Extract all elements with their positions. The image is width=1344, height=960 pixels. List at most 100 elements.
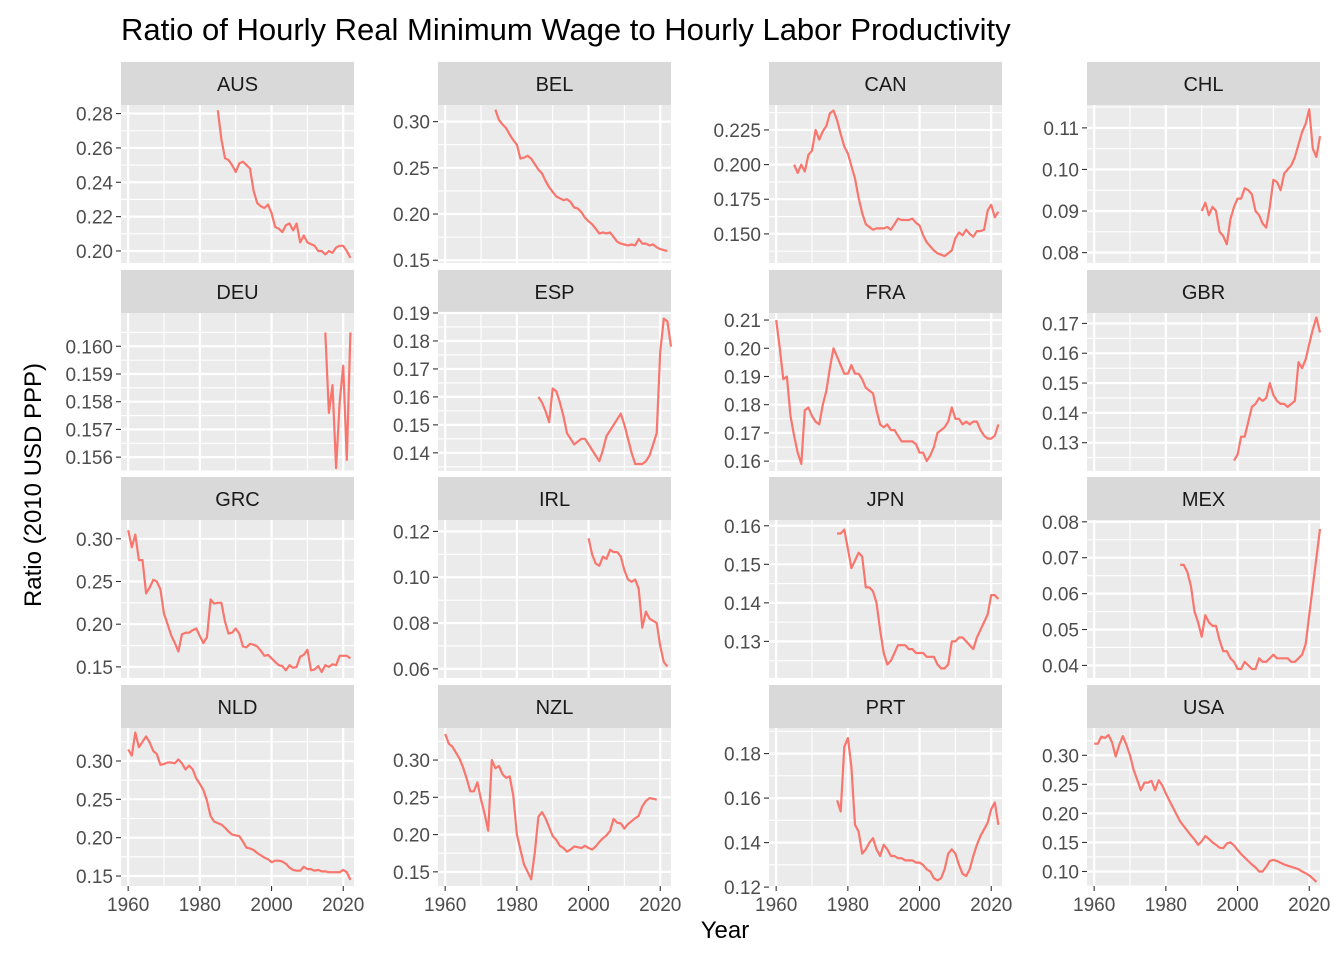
- y-tick-label: 0.08: [393, 614, 430, 635]
- y-tick-label: 0.16: [724, 517, 761, 538]
- x-tick-label: 1960: [755, 895, 797, 916]
- series-line-irl: [587, 538, 669, 668]
- panel-deu: DEU 0.156 0.157 0.158 0.159 0.160: [65, 270, 354, 472]
- y-tick-label: 0.28: [76, 105, 113, 126]
- y-tick-label: 0.200: [713, 156, 761, 177]
- series-line-gbr: [1233, 316, 1322, 462]
- series-line-fra: [775, 319, 1000, 465]
- series-line-nld: [127, 731, 352, 881]
- panel-bel: BEL 0.15 0.20 0.25 0.30: [393, 62, 671, 272]
- panel-nzl: NZL 0.15 0.20 0.25 0.30 1960 1980 2000 2020: [393, 685, 681, 916]
- y-tick-label: 0.12: [724, 878, 761, 899]
- panel-irl: IRL 0.06 0.08 0.10 0.12: [393, 477, 671, 681]
- panel-esp: ESP 0.14 0.15 0.16 0.17 0.18 0.19: [393, 270, 673, 471]
- y-tick-label: 0.08: [1042, 513, 1079, 534]
- facet-strip: [1087, 685, 1320, 728]
- panel-background: [769, 313, 1002, 471]
- series-line-can: [793, 109, 1000, 258]
- y-tick-label: 0.16: [393, 388, 430, 409]
- y-tick-label: 0.175: [713, 190, 761, 211]
- panel-background: [121, 520, 354, 678]
- x-tick-label: 2000: [250, 895, 292, 916]
- facet-strip: [121, 685, 354, 728]
- x-tick-label: 2000: [898, 895, 940, 916]
- panel-background: [1087, 728, 1320, 886]
- facet-label: CHL: [1183, 74, 1223, 96]
- facet-strip: [438, 62, 671, 105]
- x-tick-label: 1960: [107, 895, 149, 916]
- y-tick-label: 0.11: [1043, 119, 1079, 140]
- y-tick-label: 0.15: [393, 416, 430, 437]
- facet-label: DEU: [216, 282, 258, 304]
- facet-strip: [121, 270, 354, 313]
- y-tick-label: 0.30: [393, 751, 430, 772]
- y-tick-label: 0.16: [724, 452, 761, 473]
- panel-background: [769, 105, 1002, 263]
- y-tick-label: 0.19: [393, 304, 430, 325]
- y-tick-label: 0.20: [393, 205, 430, 226]
- y-tick-label: 0.30: [1042, 746, 1079, 767]
- y-tick-label: 0.16: [1042, 344, 1079, 365]
- y-tick-label: 0.20: [76, 615, 113, 636]
- facet-label: PRT: [866, 697, 906, 719]
- y-tick-label: 0.25: [76, 572, 113, 593]
- y-tick-label: 0.17: [1042, 314, 1079, 335]
- y-tick-label: 0.157: [65, 420, 113, 441]
- y-tick-label: 0.24: [76, 173, 113, 194]
- facet-label: GRC: [215, 489, 259, 511]
- y-tick-label: 0.05: [1042, 621, 1079, 642]
- x-tick-label: 1960: [424, 895, 466, 916]
- facet-strip: [1087, 62, 1320, 105]
- x-axis-title: Year: [701, 917, 750, 944]
- facet-label: MEX: [1182, 489, 1225, 511]
- panel-grc: GRC 0.15 0.20 0.25 0.30: [76, 477, 354, 679]
- x-tick-label: 1980: [827, 895, 869, 916]
- series-line-chl: [1200, 108, 1322, 246]
- panel-background: [121, 105, 354, 263]
- x-tick-label: 2020: [322, 895, 364, 916]
- facet-label: BEL: [536, 74, 574, 96]
- panel-background: [1087, 313, 1320, 471]
- series-line-deu: [324, 332, 352, 470]
- y-tick-label: 0.15: [393, 863, 430, 884]
- facet-strip: [769, 62, 1002, 105]
- panel-background: [121, 313, 354, 471]
- y-tick-label: 0.20: [393, 826, 430, 847]
- y-tick-label: 0.25: [393, 788, 430, 809]
- panel-usa: USA 0.10 0.15 0.20 0.25 0.30 1960 1980 2000 2020: [1042, 685, 1330, 916]
- x-tick-label: 2000: [1216, 895, 1258, 916]
- y-axis-title: Ratio (2010 USD PPP): [20, 363, 47, 607]
- y-tick-label: 0.14: [393, 444, 430, 465]
- facet-strip: [769, 685, 1002, 728]
- facet-strip: [1087, 270, 1320, 313]
- y-tick-label: 0.16: [724, 789, 761, 810]
- y-tick-label: 0.13: [1042, 434, 1079, 455]
- y-tick-label: 0.20: [724, 339, 761, 360]
- y-tick-label: 0.10: [1042, 160, 1079, 181]
- series-line-esp: [537, 317, 673, 466]
- series-line-jpn: [837, 528, 1000, 670]
- panel-background: [438, 728, 671, 886]
- x-tick-label: 2020: [970, 895, 1012, 916]
- y-tick-label: 0.10: [1042, 862, 1079, 883]
- y-tick-label: 0.15: [393, 251, 430, 272]
- y-tick-label: 0.20: [76, 242, 113, 263]
- panel-fra: FRA 0.16 0.17 0.18 0.19 0.20 0.21: [724, 270, 1002, 473]
- facet-label: FRA: [866, 282, 907, 304]
- series-line-mex: [1180, 528, 1322, 671]
- facet-strip: [769, 270, 1002, 313]
- y-tick-label: 0.04: [1042, 656, 1079, 677]
- facet-label: ESP: [534, 282, 574, 304]
- facet-strip: [438, 477, 671, 520]
- y-tick-label: 0.20: [1042, 804, 1079, 825]
- panel-nld: NLD 0.15 0.20 0.25 0.30 1960 1980 2000 2020: [76, 685, 364, 916]
- y-tick-label: 0.18: [724, 745, 761, 766]
- panel-prt: PRT 0.12 0.14 0.16 0.18 1960 1980 2000 2020: [724, 685, 1012, 916]
- x-tick-label: 2020: [1288, 895, 1330, 916]
- y-tick-label: 0.20: [76, 829, 113, 850]
- panel-aus: AUS 0.20 0.22 0.24 0.26 0.28: [76, 62, 354, 263]
- facet-label: NLD: [217, 697, 257, 719]
- y-tick-label: 0.14: [724, 594, 761, 615]
- y-tick-label: 0.17: [393, 360, 430, 381]
